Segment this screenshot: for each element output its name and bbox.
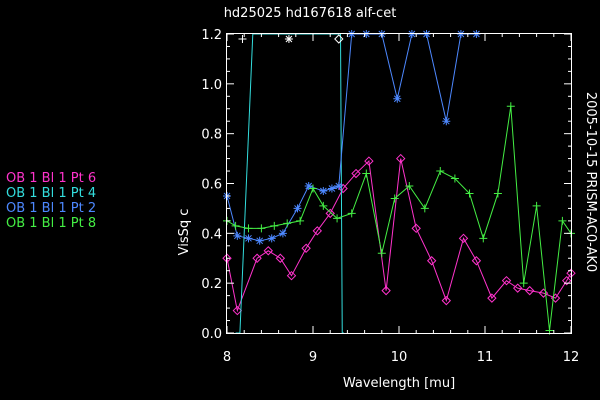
data-point (377, 249, 386, 258)
data-point (333, 214, 342, 223)
y-tick-label: 1.2 (201, 28, 222, 43)
data-point (493, 189, 502, 198)
data-point (532, 201, 541, 210)
data-point (458, 233, 469, 244)
data-point (257, 224, 266, 233)
data-point (319, 186, 328, 195)
data-point (286, 270, 297, 281)
data-point (304, 181, 313, 190)
data-point (312, 226, 323, 236)
extra-marker (238, 34, 247, 43)
series-2 (235, 33, 344, 334)
data-point (465, 189, 474, 198)
extra-marker (334, 34, 344, 44)
data-point (309, 184, 317, 193)
chart-title: hd25025 hd167618 alf-cet (224, 6, 397, 21)
data-point (275, 253, 286, 263)
data-point (420, 204, 429, 213)
data-point (267, 234, 276, 243)
y-tick-label: 0.6 (201, 178, 222, 193)
y-tick-label: 0.0 (201, 327, 222, 342)
data-point (538, 288, 549, 298)
data-point (441, 295, 452, 306)
data-point (233, 231, 242, 240)
data-point (319, 201, 328, 210)
data-point (325, 208, 335, 219)
data-point (405, 181, 414, 190)
data-point (390, 194, 399, 203)
y-tick-label: 0.4 (201, 227, 222, 242)
x-tick-label: 8 (223, 350, 231, 365)
x-tick-label: 12 (563, 350, 580, 365)
data-point (550, 293, 561, 303)
data-point (487, 293, 497, 303)
data-point (362, 169, 371, 178)
data-point (232, 305, 243, 316)
data-point (351, 168, 361, 179)
extra-marker (284, 34, 293, 43)
legend-item-pt8: OB 1 Bl 1 Pt 8 (6, 216, 97, 231)
x-tick-label: 9 (309, 350, 317, 365)
data-point (334, 181, 343, 190)
y-axis-label: VisSq c (177, 209, 192, 256)
legend-item-pt4: OB 1 Bl 1 Pt 4 (6, 186, 97, 201)
data-point (525, 285, 535, 296)
data-point (296, 216, 305, 225)
data-point (252, 253, 262, 263)
series-line (235, 33, 344, 334)
data-point (244, 224, 253, 233)
data-point (283, 219, 292, 228)
data-point (506, 102, 515, 111)
data-point (411, 223, 421, 234)
data-point (426, 256, 437, 266)
data-point (255, 236, 264, 245)
data-point (393, 94, 402, 103)
data-point (512, 283, 523, 293)
data-point (558, 216, 567, 225)
series-line (226, 158, 572, 313)
data-point (396, 153, 406, 164)
legend-item-pt6: OB 1 Bl 1 Pt 6 (6, 171, 97, 186)
data-point (519, 279, 528, 288)
data-point (293, 204, 302, 213)
data-point (278, 229, 287, 238)
data-point (501, 275, 512, 286)
series-1 (222, 153, 576, 316)
y-tick-label: 0.8 (201, 128, 222, 143)
data-point (471, 256, 482, 266)
x-tick-label: 10 (391, 350, 408, 365)
data-point (442, 117, 451, 126)
data-point (381, 285, 391, 296)
data-point (244, 234, 253, 243)
x-axis-label: Wavelength [mu] (343, 376, 455, 391)
data-point (479, 234, 488, 243)
data-point (263, 246, 273, 256)
data-point (327, 184, 336, 193)
legend-item-pt2: OB 1 Bl 1 Pt 2 (6, 201, 97, 216)
x-tick-label: 11 (477, 350, 494, 365)
data-point (231, 221, 240, 230)
data-point (450, 174, 459, 183)
data-point (364, 156, 374, 166)
data-point (347, 209, 356, 218)
series-4 (223, 102, 575, 335)
side-label: 2005-10-15 PRISM-AC0-AK0 (583, 92, 598, 272)
series-line (226, 106, 572, 331)
data-point (270, 221, 279, 230)
y-tick-label: 0.2 (201, 277, 222, 292)
data-point (301, 243, 311, 253)
data-point (561, 275, 572, 286)
data-point (436, 167, 445, 176)
plot-frame (226, 33, 572, 334)
y-tick-label: 1.0 (201, 78, 222, 93)
